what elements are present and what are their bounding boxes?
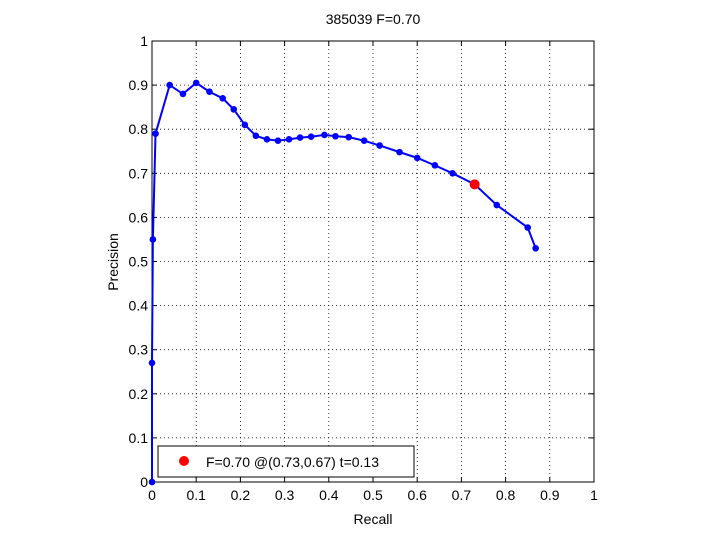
chart-title: 385039 F=0.70 [326,11,421,27]
y-tick-label: 0.2 [129,386,149,402]
legend-box [157,445,415,478]
pr-curve-point [332,132,339,140]
pr-curve-point [413,154,421,162]
pr-curve-point [274,137,282,144]
pr-curve-point [263,136,271,143]
x-tick-label: 0.2 [231,487,251,503]
pr-curve-point [166,81,173,89]
pr-curve-point [219,95,227,102]
x-tick-label: 0.1 [186,487,206,503]
pr-curve-point [345,133,352,141]
y-axis-ticks: 0 0.1 0.2 0.3 0.4 0.5 0.6 0.7 0.8 0.9 1 [129,33,594,490]
pr-curve-point [148,478,156,486]
y-tick-label: 0.8 [129,121,149,137]
y-tick-label: 0.4 [129,298,149,314]
legend-marker [179,456,189,466]
x-axis-label: Recall [354,511,393,527]
pr-curve-point [148,359,156,367]
pr-curve-point [241,121,249,129]
y-tick-label: 0.1 [129,430,149,446]
x-tick-label: 0.4 [319,487,339,503]
pr-curve-point [285,136,293,143]
x-tick-label: 0.8 [496,487,516,503]
y-tick-label: 0.6 [129,209,149,225]
pr-curve-point [179,90,187,98]
pr-curve-point [206,88,213,96]
pr-curve-point [192,79,200,87]
x-tick-label: 0.3 [275,487,295,503]
x-tick-label: 1 [590,487,598,503]
x-axis-ticks: 0 0.1 0.2 0.3 0.4 0.5 0.6 0.7 0.8 0.9 1 [148,41,598,503]
pr-curve-point [532,244,539,252]
pr-curve-point [493,201,501,209]
x-tick-label: 0.7 [452,487,472,503]
y-tick-label: 0.7 [129,165,149,181]
y-tick-label: 1 [140,33,148,49]
optimal-f-point [469,179,480,190]
pr-curve-point [230,106,238,113]
pr-curve-point [152,130,159,137]
pr-curve-point [149,236,157,243]
pr-curve-point [296,134,304,141]
x-tick-label: 0 [148,487,156,503]
x-tick-label: 0.9 [540,487,560,503]
pr-curve-point [376,142,383,149]
pr-curve-point [524,224,531,231]
pr-curve-point [431,162,439,169]
pr-curve-point [307,133,315,140]
grid-lines [152,41,594,482]
pr-curve-point [321,131,328,139]
pr-series [148,79,539,486]
pr-curve-point [449,170,456,177]
x-tick-label: 0.6 [407,487,427,503]
y-axis-label: Precision [105,233,121,291]
pr-curve-point [252,132,260,140]
y-tick-label: 0 [140,474,148,490]
y-tick-label: 0.5 [129,254,149,270]
y-tick-label: 0.9 [129,77,149,93]
pr-curve-point [396,148,403,156]
x-tick-label: 0.5 [363,487,383,503]
y-tick-label: 0.3 [129,342,149,358]
pr-curve-point [360,137,368,144]
legend: F=0.70 @(0.73,0.67) t=0.13 [157,445,415,478]
legend-label: F=0.70 @(0.73,0.67) t=0.13 [206,454,379,470]
